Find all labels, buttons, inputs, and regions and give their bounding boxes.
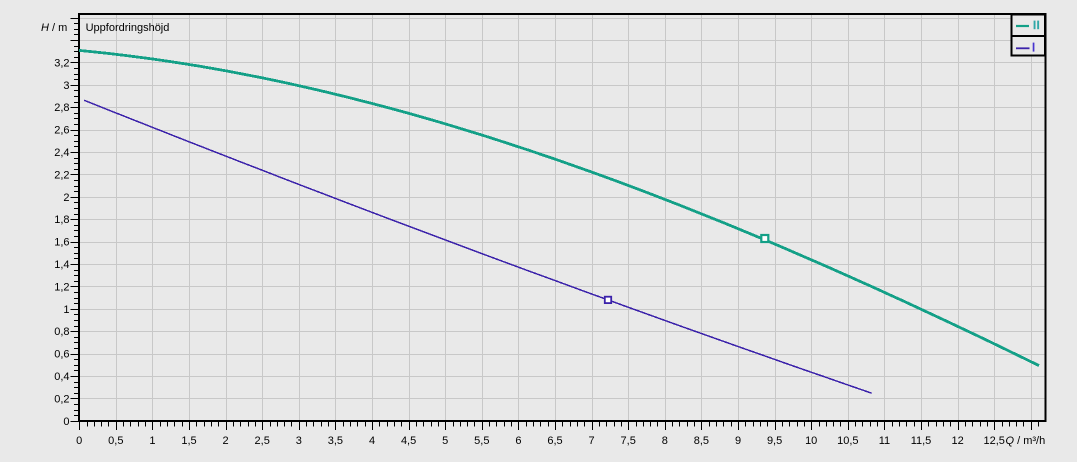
svg-text:4,5: 4,5: [401, 435, 416, 447]
svg-text:6,5: 6,5: [547, 435, 562, 447]
svg-text:12,5: 12,5: [983, 435, 1004, 447]
svg-text:0: 0: [63, 416, 69, 428]
svg-text:5,5: 5,5: [474, 435, 489, 447]
svg-text:0,2: 0,2: [54, 393, 69, 405]
svg-text:1,5: 1,5: [181, 435, 196, 447]
svg-text:12: 12: [951, 435, 963, 447]
svg-text:7,5: 7,5: [621, 435, 636, 447]
svg-text:1,4: 1,4: [54, 259, 69, 271]
svg-text:10,5: 10,5: [837, 435, 858, 447]
svg-text:2: 2: [63, 192, 69, 204]
svg-text:5: 5: [442, 435, 448, 447]
svg-text:1: 1: [63, 304, 69, 316]
svg-text:11,5: 11,5: [911, 435, 932, 447]
svg-text:3: 3: [296, 435, 302, 447]
svg-text:1: 1: [149, 435, 155, 447]
svg-text:8,5: 8,5: [694, 435, 709, 447]
svg-text:2,2: 2,2: [54, 169, 69, 181]
svg-text:6: 6: [515, 435, 521, 447]
svg-text:2: 2: [223, 435, 229, 447]
svg-text:2,5: 2,5: [255, 435, 270, 447]
svg-text:0,4: 0,4: [54, 371, 69, 383]
svg-text:Uppfordringshöjd: Uppfordringshöjd: [86, 22, 170, 34]
svg-text:3,2: 3,2: [54, 57, 69, 69]
svg-text:1,2: 1,2: [54, 281, 69, 293]
svg-text:0,8: 0,8: [54, 326, 69, 338]
svg-text:9: 9: [735, 435, 741, 447]
svg-text:9,5: 9,5: [767, 435, 782, 447]
svg-text:2,4: 2,4: [54, 147, 69, 159]
svg-text:H / m: H / m: [41, 22, 67, 34]
svg-text:3,5: 3,5: [328, 435, 343, 447]
svg-text:2,8: 2,8: [54, 102, 69, 114]
svg-text:3: 3: [63, 80, 69, 92]
svg-text:0: 0: [76, 435, 82, 447]
svg-text:2,6: 2,6: [54, 125, 69, 137]
svg-text:0,6: 0,6: [54, 349, 69, 361]
svg-text:1,8: 1,8: [54, 214, 69, 226]
svg-text:11: 11: [879, 435, 890, 447]
svg-text:7: 7: [589, 435, 595, 447]
svg-text:4: 4: [369, 435, 375, 447]
svg-text:10: 10: [805, 435, 817, 447]
svg-text:8: 8: [662, 435, 668, 447]
svg-text:1,6: 1,6: [54, 237, 69, 249]
svg-text:Q / m³/h: Q / m³/h: [1006, 435, 1046, 447]
svg-text:0,5: 0,5: [108, 435, 123, 447]
